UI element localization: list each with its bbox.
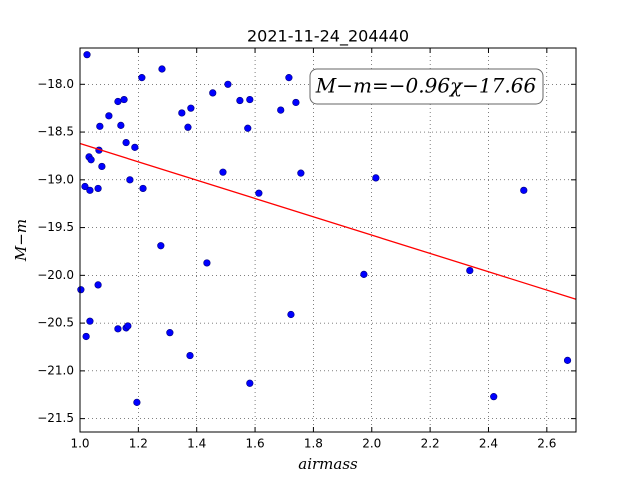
y-tick-label: −18.5 (37, 125, 74, 139)
data-point (86, 186, 94, 194)
data-point (94, 184, 102, 193)
data-point (287, 310, 295, 319)
y-axis-label: M−m (12, 219, 30, 262)
data-point (285, 74, 293, 82)
data-point (244, 124, 252, 132)
data-point (158, 65, 166, 73)
data-point (114, 97, 122, 106)
annotation-box (309, 68, 544, 105)
data-point (166, 329, 174, 337)
x-tick-label: 1.6 (246, 437, 265, 451)
data-point (138, 74, 146, 82)
data-point (292, 98, 300, 107)
y-tick-label: −18.0 (37, 77, 74, 91)
data-point (120, 95, 128, 104)
data-point (83, 51, 91, 59)
x-tick-label: 2.0 (362, 437, 381, 451)
chart-title: 2021-11-24_204440 (247, 27, 409, 47)
data-point (178, 109, 186, 117)
x-tick-label: 1.2 (129, 437, 148, 451)
data-point (187, 104, 195, 112)
data-point (96, 122, 104, 130)
y-tick-label: −20.5 (37, 316, 74, 330)
data-point (236, 96, 244, 105)
data-point (77, 286, 85, 294)
data-point (466, 266, 474, 275)
data-point (126, 176, 134, 184)
x-tick-label: 1.4 (187, 437, 206, 451)
data-point (186, 351, 194, 360)
x-tick-label: 1.8 (304, 437, 323, 451)
data-point (209, 89, 217, 97)
y-tick-label: −20.0 (37, 268, 74, 282)
data-point (139, 184, 147, 193)
data-point (246, 95, 254, 104)
data-point (124, 322, 132, 330)
data-point (219, 168, 227, 176)
data-point (86, 317, 94, 325)
data-point (114, 325, 122, 333)
data-point (490, 393, 498, 401)
data-point (81, 182, 89, 191)
data-point (255, 189, 263, 197)
data-point (372, 174, 380, 182)
x-tick-label: 2.2 (421, 437, 440, 451)
data-point (105, 112, 113, 120)
data-point (87, 156, 95, 164)
data-point (133, 398, 141, 406)
y-tick-label: −19.5 (37, 220, 74, 234)
data-point (82, 332, 90, 341)
fit-line (79, 142, 577, 300)
data-point (203, 259, 211, 267)
data-point (184, 123, 192, 131)
axes-frame (79, 47, 577, 433)
fit-annotation: M−m=−0.96χ−17.66 (315, 74, 537, 98)
data-point (360, 270, 368, 278)
data-point (98, 162, 106, 171)
data-point (117, 121, 125, 129)
data-point (563, 356, 572, 364)
data-point (297, 169, 305, 177)
y-tick-label: −19.0 (37, 172, 74, 186)
data-point (157, 242, 165, 250)
plot-area: 1.0 1.2 1.4 1.6 1.8 2.0 2.2 2.4 2.6 −18.0 −18.5 −19… (37, 48, 577, 451)
data-point (131, 143, 139, 151)
x-tick-label: 2.4 (479, 437, 498, 451)
data-point (520, 186, 528, 194)
x-tick-label: 2.6 (537, 437, 556, 451)
y-tick-label: −21.5 (37, 411, 74, 425)
x-axis-label: airmass (298, 455, 358, 473)
data-point (122, 138, 130, 147)
data-point (246, 379, 254, 387)
y-tick-label: −21.0 (37, 363, 74, 377)
x-tick-label: 1.0 (70, 437, 89, 451)
data-point (277, 106, 285, 114)
data-point (94, 281, 102, 289)
data-point (224, 80, 232, 88)
